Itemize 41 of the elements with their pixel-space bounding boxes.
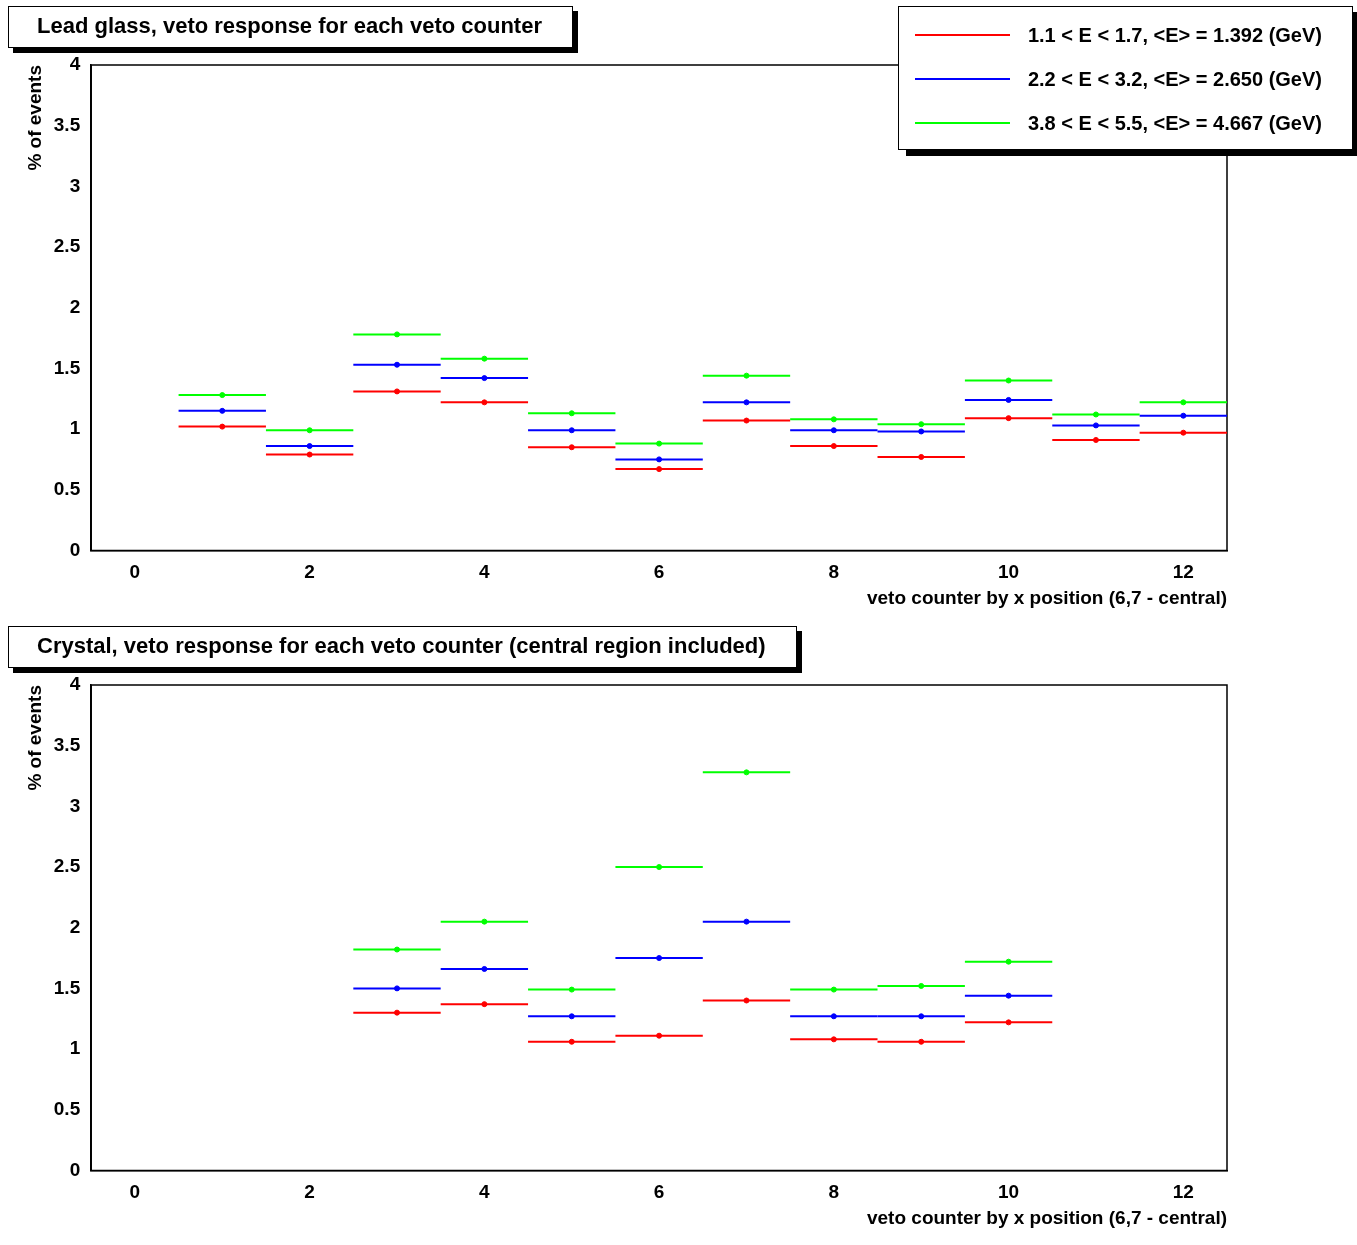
- x-tick-label: 12: [1172, 1181, 1194, 1203]
- y-tick-label: 3.5: [53, 113, 81, 135]
- x-axis-title: veto counter by x position (6,7 - central): [866, 1206, 1227, 1228]
- y-tick-label: 2.5: [53, 235, 81, 257]
- x-tick-label: 4: [479, 1181, 491, 1203]
- chart-title: Lead glass, veto response for each veto counter: [8, 6, 573, 48]
- x-tick-label: 2: [304, 561, 315, 583]
- x-tick-label: 12: [1172, 561, 1194, 583]
- y-tick-label: 0: [69, 538, 81, 560]
- x-tick-label: 6: [653, 1181, 665, 1203]
- y-tick-label: 1: [69, 417, 81, 439]
- y-tick-label: 0.5: [53, 477, 81, 499]
- x-tick-label: 6: [653, 561, 665, 583]
- y-axis-title: % of events: [23, 65, 45, 171]
- x-tick-label: 4: [479, 561, 491, 583]
- y-tick-label: 3.5: [53, 733, 81, 755]
- legend-label: 3.8 < E < 5.5, <E> = 4.667 (GeV): [1027, 111, 1322, 135]
- y-tick-label: 0: [69, 1158, 81, 1180]
- y-axis-title: % of events: [23, 685, 45, 791]
- y-tick-label: 2.5: [53, 855, 81, 877]
- x-tick-label: 0: [129, 1181, 141, 1203]
- y-tick-label: 4: [69, 673, 81, 695]
- y-tick-label: 1.5: [53, 976, 81, 998]
- x-tick-label: 0: [129, 561, 141, 583]
- y-tick-label: 3: [69, 174, 81, 196]
- y-tick-label: 0.5: [53, 1097, 81, 1119]
- y-tick-label: 1: [69, 1037, 81, 1059]
- legend-label: 2.2 < E < 3.2, <E> = 2.650 (GeV): [1027, 67, 1322, 91]
- chart-title: Crystal, veto response for each veto counter (central region included): [8, 626, 797, 668]
- y-tick-label: 1.5: [53, 356, 81, 378]
- y-tick-label: 3: [69, 794, 81, 816]
- legend-label: 1.1 < E < 1.7, <E> = 1.392 (GeV): [1027, 23, 1322, 47]
- x-axis-title: veto counter by x position (6,7 - central): [866, 586, 1227, 608]
- x-tick-label: 10: [998, 1181, 1020, 1203]
- x-tick-label: 8: [828, 1181, 840, 1203]
- x-tick-label: 8: [828, 561, 840, 583]
- x-tick-label: 10: [998, 561, 1020, 583]
- x-tick-label: 2: [304, 1181, 315, 1203]
- y-tick-label: 2: [69, 915, 81, 937]
- y-tick-label: 2: [69, 295, 81, 317]
- y-tick-label: 4: [69, 53, 81, 75]
